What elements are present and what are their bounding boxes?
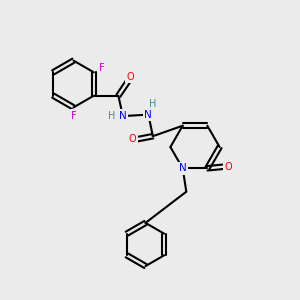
Text: O: O [127, 71, 134, 82]
Text: O: O [224, 162, 232, 172]
Text: H: H [149, 99, 157, 109]
Text: N: N [179, 163, 187, 173]
Text: F: F [71, 111, 76, 121]
Text: N: N [145, 110, 152, 120]
Text: H: H [108, 111, 115, 121]
Text: F: F [99, 63, 104, 73]
Text: N: N [119, 111, 127, 121]
Text: O: O [129, 134, 136, 144]
